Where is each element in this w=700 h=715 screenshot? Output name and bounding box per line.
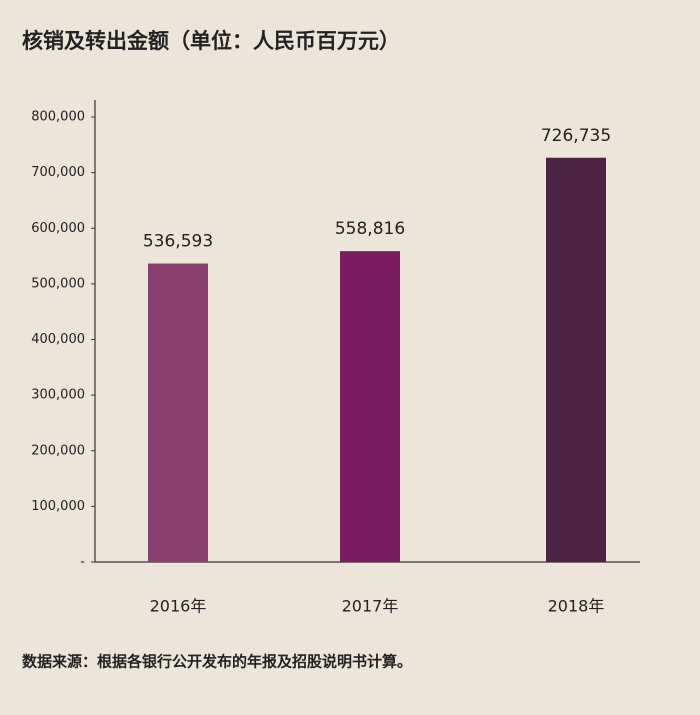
y-tick-label: 800,000 [31, 110, 85, 125]
y-tick-label: 100,000 [31, 499, 85, 514]
source-note: 数据来源：根据各银行公开发布的年报及招股说明书计算。 [22, 653, 412, 671]
x-tick-label: 2018年 [548, 597, 605, 616]
y-tick-label: 300,000 [31, 388, 85, 403]
bar [546, 157, 606, 562]
y-tick-label: 200,000 [31, 443, 85, 458]
y-tick-label: 700,000 [31, 165, 85, 180]
x-tick-label: 2017年 [342, 597, 399, 616]
y-tick-label: 400,000 [31, 332, 85, 347]
x-tick-label: 2016年 [150, 597, 207, 616]
chart-title: 核销及转出金额（单位：人民币百万元） [22, 29, 400, 53]
y-tick-label: - [80, 555, 85, 570]
bar [340, 251, 400, 562]
y-tick-label: 600,000 [31, 221, 85, 236]
value-label: 726,735 [541, 126, 611, 146]
bar [148, 263, 208, 562]
y-tick-label: 500,000 [31, 276, 85, 291]
value-label: 536,593 [143, 232, 213, 252]
value-label: 558,816 [335, 219, 405, 239]
